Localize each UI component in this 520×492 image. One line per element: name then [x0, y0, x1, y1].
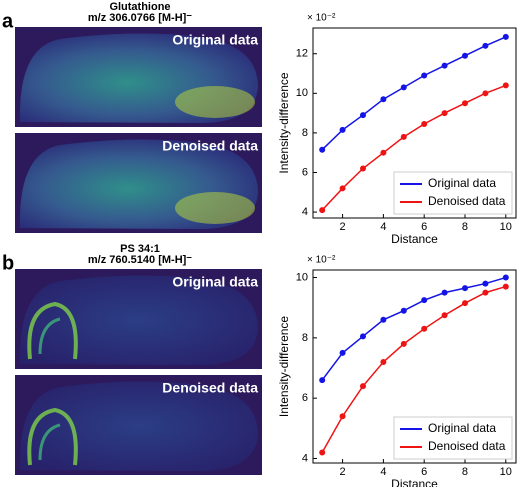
data-point — [400, 133, 407, 140]
brain-region — [27, 407, 78, 466]
panel-subtitle: m/z 306.0766 [M-H]⁻ — [88, 12, 192, 24]
data-point — [380, 96, 387, 103]
plot-frame — [312, 269, 517, 464]
data-point — [482, 280, 489, 287]
series-line — [321, 285, 507, 453]
panel-subtitle: m/z 760.5140 [M-H]⁻ — [88, 254, 192, 266]
data-point — [502, 283, 509, 290]
data-point — [461, 52, 468, 59]
data-point — [319, 377, 326, 384]
x-tick-label: 4 — [380, 221, 386, 233]
y-tick-label: 8 — [302, 332, 308, 344]
data-point — [400, 340, 407, 347]
data-point — [441, 62, 448, 69]
y-multiplier: × 10⁻² — [307, 255, 336, 266]
data-point — [380, 358, 387, 365]
image-label: Original data — [172, 32, 258, 48]
brain-image — [19, 381, 259, 471]
data-point — [319, 146, 326, 153]
x-tick-label: 6 — [421, 221, 427, 233]
data-point — [339, 413, 346, 420]
y-tick-label: 4 — [302, 452, 308, 464]
y-tick-label: 6 — [302, 392, 308, 404]
y-tick-label: 4 — [302, 206, 308, 218]
data-point — [421, 72, 428, 79]
panel-title: Glutathione — [109, 1, 170, 13]
x-tick-label: 6 — [421, 466, 427, 478]
x-axis-label: Distance — [391, 232, 438, 246]
data-point — [482, 42, 489, 49]
data-point — [461, 100, 468, 107]
legend-box — [393, 416, 513, 460]
data-point — [441, 289, 448, 296]
x-tick-label: 8 — [462, 221, 468, 233]
y-tick-label: 8 — [302, 127, 308, 139]
plot-frame — [312, 27, 517, 219]
data-point — [502, 274, 509, 281]
legend-label: Denoised data — [428, 439, 506, 453]
brain-image — [19, 275, 259, 365]
legend-label: Denoised data — [428, 194, 506, 208]
brain-region — [38, 423, 61, 461]
y-tick-label: 12 — [296, 48, 308, 60]
data-point — [359, 112, 366, 119]
data-point — [461, 300, 468, 307]
data-point — [482, 90, 489, 97]
data-point — [380, 316, 387, 323]
y-tick-label: 6 — [302, 166, 308, 178]
data-point — [502, 33, 509, 40]
data-point — [421, 325, 428, 332]
x-tick-label: 10 — [500, 466, 512, 478]
data-point — [421, 120, 428, 127]
data-point — [441, 312, 448, 319]
series-line — [321, 276, 507, 381]
x-tick-label: 4 — [380, 466, 386, 478]
data-point — [359, 383, 366, 390]
image-label: Denoised data — [162, 138, 258, 154]
legend-label: Original data — [428, 176, 496, 190]
x-tick-label: 10 — [500, 221, 512, 233]
data-point — [400, 84, 407, 91]
data-point — [359, 165, 366, 172]
y-tick-label: 10 — [296, 271, 308, 283]
data-point — [421, 297, 428, 304]
brain-region — [27, 301, 78, 360]
data-point — [441, 110, 448, 117]
image-label: Original data — [172, 274, 258, 290]
panel-label: a — [2, 10, 14, 32]
x-tick-label: 8 — [462, 466, 468, 478]
data-point — [461, 285, 468, 292]
y-tick-label: 10 — [296, 87, 308, 99]
data-point — [339, 126, 346, 133]
brain-region — [175, 86, 255, 118]
legend-label: Original data — [428, 421, 496, 435]
data-point — [319, 207, 326, 214]
data-point — [400, 307, 407, 314]
x-tick-label: 2 — [340, 466, 346, 478]
y-axis-label: Intensity-difference — [277, 72, 291, 173]
image-label: Denoised data — [162, 380, 258, 396]
y-axis-label: Intensity-difference — [277, 316, 291, 417]
data-point — [502, 82, 509, 89]
data-point — [482, 289, 489, 296]
x-tick-label: 2 — [340, 221, 346, 233]
data-point — [359, 333, 366, 340]
data-point — [319, 449, 326, 456]
series-line — [321, 84, 507, 211]
data-point — [339, 349, 346, 356]
brain-region — [175, 192, 255, 224]
legend-box — [393, 171, 513, 215]
series-line — [321, 36, 507, 151]
panel-label: b — [2, 252, 14, 274]
x-axis-label: Distance — [391, 477, 438, 487]
brain-region — [38, 317, 61, 355]
y-multiplier: × 10⁻² — [307, 13, 336, 24]
data-point — [380, 149, 387, 156]
panel-title: PS 34:1 — [120, 243, 160, 255]
data-point — [339, 185, 346, 192]
